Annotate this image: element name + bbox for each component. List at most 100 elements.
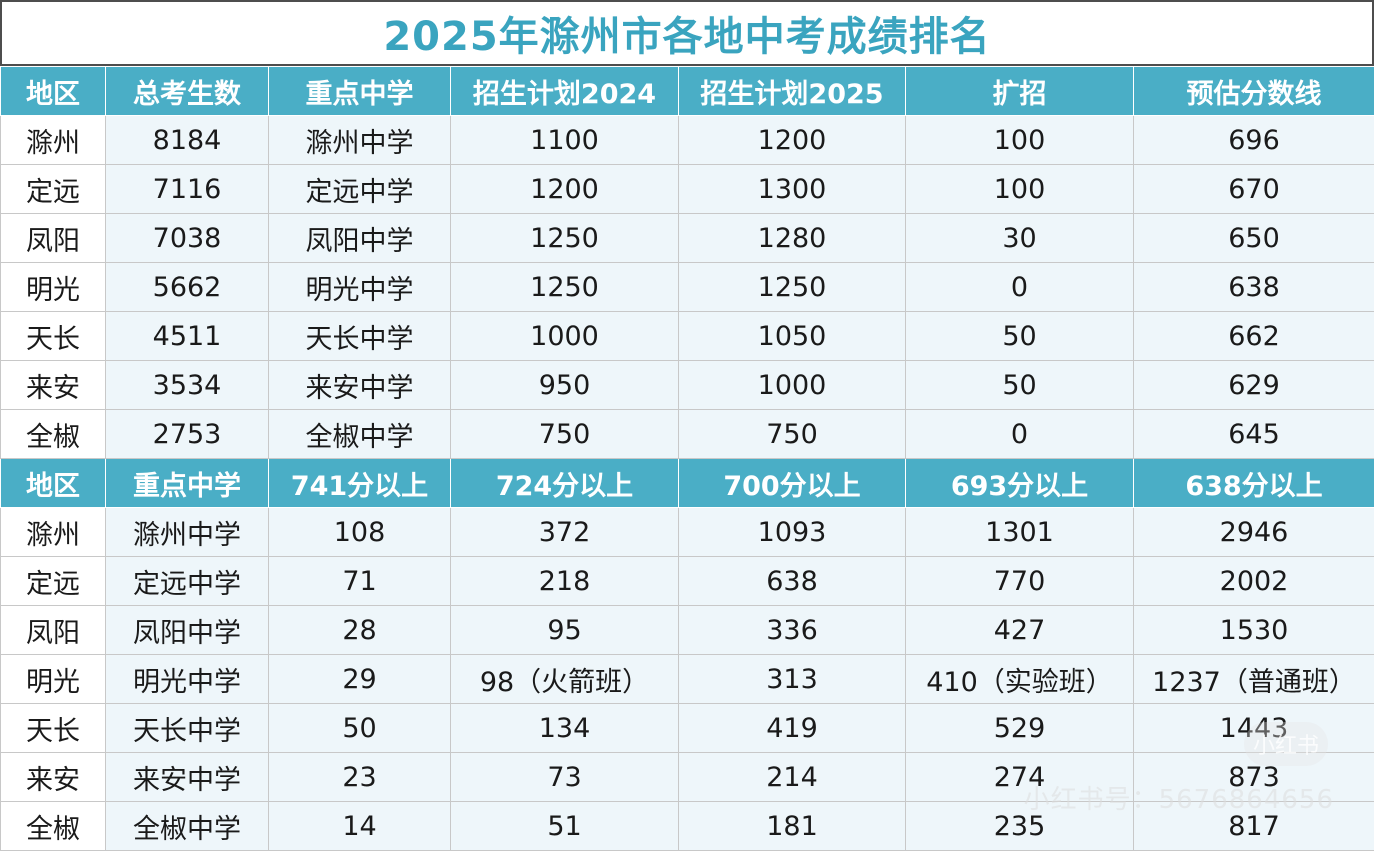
table-cell: 670 (1133, 164, 1374, 214)
table-cell: 29 (268, 654, 451, 704)
table-cell: 8184 (105, 115, 269, 165)
table-cell: 0 (905, 262, 1134, 312)
table-cell: 来安 (0, 752, 106, 802)
table-cell: 1000 (450, 311, 679, 361)
table-cell: 明光中学 (105, 654, 269, 704)
table-cell: 滁州中学 (268, 115, 451, 165)
table-cell: 419 (678, 703, 906, 753)
table-cell: 427 (905, 605, 1134, 655)
table-cell: 明光中学 (268, 262, 451, 312)
table-cell: 662 (1133, 311, 1374, 361)
watermark-logo: 小红书 (1244, 722, 1328, 766)
table-cell: 1250 (450, 213, 679, 263)
table-row: 明光 5662 明光中学 1250 1250 0 638 (0, 262, 1374, 312)
table-cell: 凤阳中学 (268, 213, 451, 263)
table-cell: 0 (905, 409, 1134, 459)
table-cell: 750 (678, 409, 906, 459)
table-row: 定远 7116 定远中学 1200 1300 100 670 (0, 164, 1374, 214)
table-row: 明光 明光中学 29 98（火箭班） 313 410（实验班） 1237（普通班） (0, 654, 1374, 704)
table-cell: 来安中学 (268, 360, 451, 410)
table-cell: 30 (905, 213, 1134, 263)
table-cell: 定远 (0, 164, 106, 214)
column-header: 招生计划2024 (450, 66, 679, 116)
table-cell: 7038 (105, 213, 269, 263)
table-cell: 336 (678, 605, 906, 655)
table-cell: 1443 (1133, 703, 1374, 753)
table-cell: 5662 (105, 262, 269, 312)
table-row: 全椒 全椒中学 14 51 181 235 817 (0, 801, 1374, 851)
table-row: 天长 4511 天长中学 1000 1050 50 662 (0, 311, 1374, 361)
column-header: 638分以上 (1133, 458, 1374, 508)
table-cell: 定远中学 (268, 164, 451, 214)
table-cell: 95 (450, 605, 679, 655)
watermark-text: 小红书号：5676864656 (1023, 785, 1334, 815)
table-cell: 1237（普通班） (1133, 654, 1374, 704)
table-cell: 1250 (678, 262, 906, 312)
table-cell: 明光 (0, 654, 106, 704)
table-cell: 529 (905, 703, 1134, 753)
table-cell: 750 (450, 409, 679, 459)
table-cell: 全椒 (0, 801, 106, 851)
table-cell: 1250 (450, 262, 679, 312)
table-cell: 410（实验班） (905, 654, 1134, 704)
table-cell: 23 (268, 752, 451, 802)
page-title: 2025年滁州市各地中考成绩排名 (0, 0, 1374, 66)
column-header: 重点中学 (268, 66, 451, 116)
table-cell: 50 (905, 360, 1134, 410)
table-cell: 1300 (678, 164, 906, 214)
table-cell: 凤阳 (0, 213, 106, 263)
table-cell: 313 (678, 654, 906, 704)
header-row: 地区 重点中学 741分以上 724分以上 700分以上 693分以上 638分以上 (0, 458, 1374, 508)
table-cell: 50 (905, 311, 1134, 361)
table-cell: 638 (1133, 262, 1374, 312)
table-cell: 1301 (905, 507, 1134, 557)
column-header: 扩招 (905, 66, 1134, 116)
table-cell: 天长中学 (105, 703, 269, 753)
table-cell: 770 (905, 556, 1134, 606)
table-row: 滁州 8184 滁州中学 1100 1200 100 696 (0, 115, 1374, 165)
table-cell: 28 (268, 605, 451, 655)
column-header: 700分以上 (678, 458, 906, 508)
table-cell: 629 (1133, 360, 1374, 410)
table-cell: 51 (450, 801, 679, 851)
table-cell: 1093 (678, 507, 906, 557)
table-cell: 98（火箭班） (450, 654, 679, 704)
header-row: 地区 总考生数 重点中学 招生计划2024 招生计划2025 扩招 预估分数线 (0, 66, 1374, 116)
table-cell: 638 (678, 556, 906, 606)
table-row: 来安 来安中学 23 73 214 274 873 (0, 752, 1374, 802)
table-cell: 明光 (0, 262, 106, 312)
table-cell: 214 (678, 752, 906, 802)
table-cell: 滁州 (0, 507, 106, 557)
table-cell: 134 (450, 703, 679, 753)
table-cell: 181 (678, 801, 906, 851)
table-cell: 71 (268, 556, 451, 606)
table-cell: 950 (450, 360, 679, 410)
table-cell: 全椒中学 (268, 409, 451, 459)
table-cell: 滁州中学 (105, 507, 269, 557)
table-cell: 696 (1133, 115, 1374, 165)
column-header: 地区 (0, 66, 106, 116)
table-cell: 817 (1133, 801, 1374, 851)
table-row: 凤阳 7038 凤阳中学 1250 1280 30 650 (0, 213, 1374, 263)
table-cell: 4511 (105, 311, 269, 361)
table-cell: 天长中学 (268, 311, 451, 361)
column-header: 724分以上 (450, 458, 679, 508)
table-cell: 天长 (0, 703, 106, 753)
table-cell: 定远 (0, 556, 106, 606)
table-cell: 14 (268, 801, 451, 851)
table-cell: 1530 (1133, 605, 1374, 655)
table-cell: 2753 (105, 409, 269, 459)
column-header: 地区 (0, 458, 106, 508)
table-row: 全椒 2753 全椒中学 750 750 0 645 (0, 409, 1374, 459)
table-cell: 2946 (1133, 507, 1374, 557)
table-cell: 108 (268, 507, 451, 557)
column-header: 总考生数 (105, 66, 269, 116)
table-row: 来安 3534 来安中学 950 1000 50 629 (0, 360, 1374, 410)
table-cell: 定远中学 (105, 556, 269, 606)
table-cell: 滁州 (0, 115, 106, 165)
column-header: 693分以上 (905, 458, 1134, 508)
table-cell: 全椒中学 (105, 801, 269, 851)
table-cell: 100 (905, 115, 1134, 165)
table-cell: 274 (905, 752, 1134, 802)
table-cell: 7116 (105, 164, 269, 214)
